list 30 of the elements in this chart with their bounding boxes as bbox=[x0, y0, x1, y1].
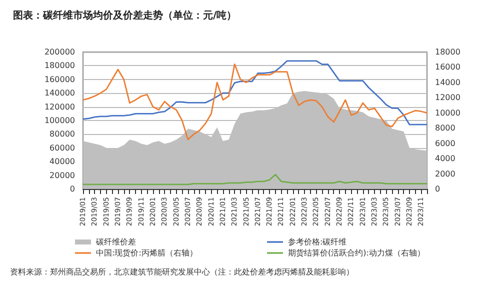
chart-title: 图表：碳纤维市场均价及价差走势（单位：元/吨） bbox=[13, 10, 237, 22]
y2-tick-label: 14000 bbox=[435, 78, 460, 87]
y-tick-label: 140000 bbox=[44, 88, 75, 98]
y2-tick-label: 0 bbox=[435, 184, 440, 194]
legend-label: 碳纤维价差 bbox=[95, 238, 136, 246]
legend-label: 参考价格:碳纤维 bbox=[288, 238, 347, 246]
y-tick-label: 160000 bbox=[44, 74, 75, 84]
y2-tick-label: 2000 bbox=[435, 169, 456, 178]
y2-tick-label: 4000 bbox=[435, 154, 456, 164]
y-tick-label: 80000 bbox=[50, 130, 75, 139]
legend-label: 期货结算价(活跃合约):动力煤（右轴） bbox=[288, 248, 425, 258]
line-series bbox=[82, 60, 428, 126]
y-tick-label: 100000 bbox=[44, 116, 75, 125]
y-tick-label: 180000 bbox=[44, 61, 75, 70]
y-tick-label: 60000 bbox=[50, 143, 75, 152]
y-tick-label: 20000 bbox=[50, 170, 75, 180]
text: 资料来源：郑州商品交易所，北京建筑节能研究发展中心（注：此处价差考虑丙烯腈及能耗影响） bbox=[10, 268, 354, 276]
line-series bbox=[82, 63, 428, 140]
line-series bbox=[82, 174, 428, 186]
y2-tick-label: 8000 bbox=[435, 124, 456, 133]
y2-tick-label: 12000 bbox=[435, 93, 460, 102]
y-tick-label: 0 bbox=[70, 184, 75, 194]
y2-tick-label: 6000 bbox=[435, 138, 456, 148]
y2-tick-label: 18000 bbox=[435, 48, 460, 56]
y-tick-label: 40000 bbox=[50, 157, 75, 166]
y-tick-label: 120000 bbox=[44, 102, 75, 112]
y2-tick-label: 10000 bbox=[435, 108, 460, 118]
y2-tick-label: 16000 bbox=[435, 62, 460, 72]
y-tick-label: 200000 bbox=[44, 48, 75, 56]
legend-label: 中国:现货价:丙烯腈（右轴） bbox=[96, 248, 198, 258]
